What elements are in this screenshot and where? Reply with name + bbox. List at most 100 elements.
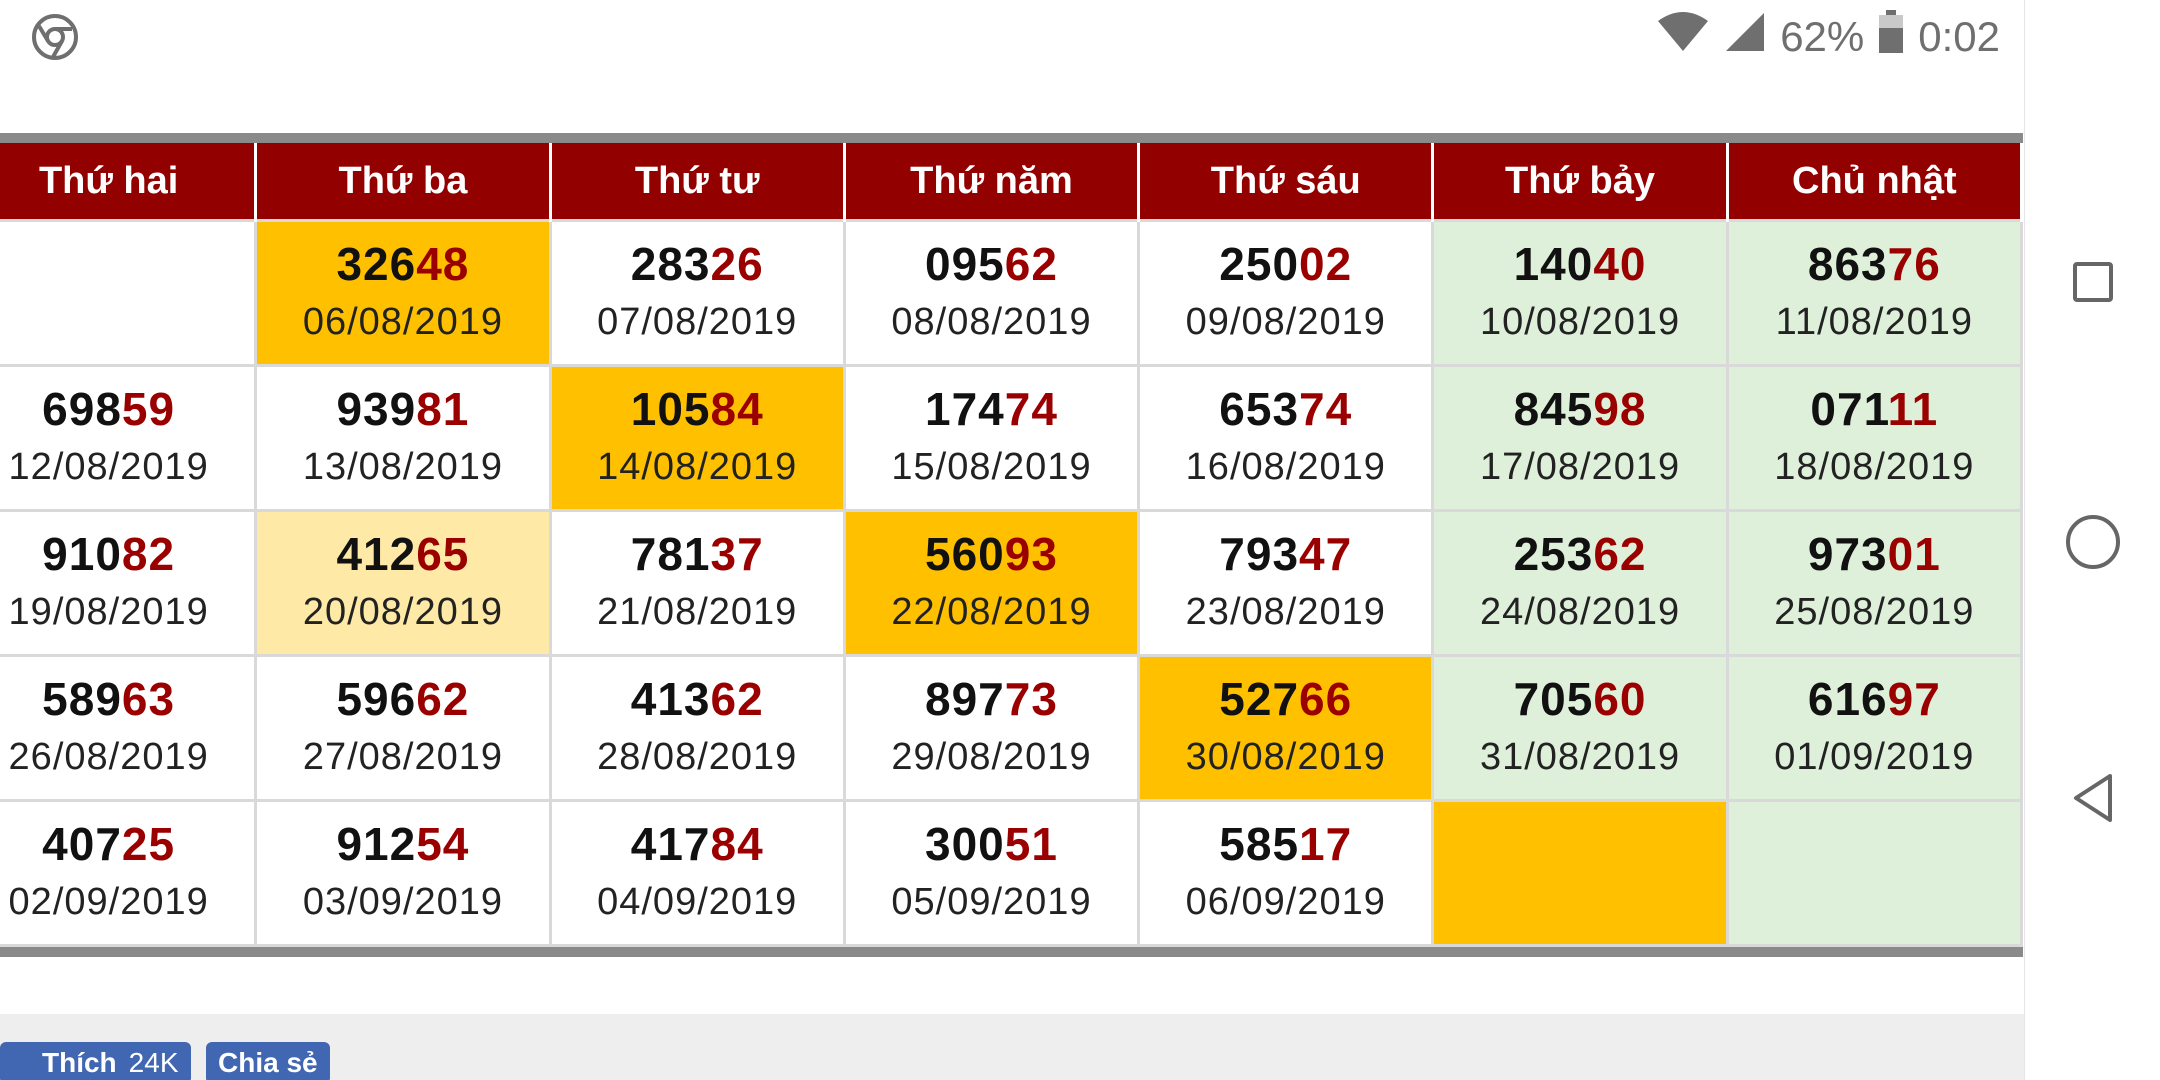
calendar-day-cell[interactable]: 17474 15/08/2019 [842,364,1141,512]
result-date: 13/08/2019 [302,446,504,488]
result-date: 10/08/2019 [1479,301,1681,343]
result-number: 91254 [257,815,548,873]
calendar-day-cell[interactable] [1431,799,1729,947]
result-date: 23/08/2019 [1185,591,1386,633]
result-number-head: 589 [42,673,122,725]
result-number-tail: 60 [1593,673,1647,725]
calendar-day-cell[interactable]: 84598 17/08/2019 [1431,364,1729,512]
result-number: 25002 [1140,235,1431,293]
calendar-day-cell[interactable]: 25002 09/08/2019 [1137,219,1435,367]
calendar-day-cell[interactable]: 41362 28/08/2019 [548,654,846,802]
result-number-tail: 84 [710,383,764,435]
result-number: 28326 [552,235,843,293]
calendar-day-cell[interactable]: 70560 31/08/2019 [1431,654,1729,802]
result-number-head: 250 [1219,238,1300,290]
result-number-tail: 62 [1004,238,1058,290]
result-number: 70560 [1434,670,1725,728]
result-number-tail: 59 [121,383,176,435]
result-number: 14040 [1434,235,1725,293]
calendar-day-cell[interactable]: 07111 18/08/2019 [1725,364,2024,512]
footer-band [0,1014,2024,1080]
calendar-body: 32648 06/08/2019 28326 07/08/2019 09562 08/08… [0,219,2024,947]
calendar-day-cell[interactable]: 58963 26/08/2019 [0,654,258,802]
calendar-day-cell[interactable]: 65374 16/08/2019 [1137,364,1435,512]
share-button[interactable]: Chia sẻ [206,1042,330,1080]
result-number-tail: 02 [1299,238,1353,290]
signal-icon [1724,11,1766,63]
result-number-head: 793 [1219,528,1300,580]
result-number: 93981 [257,380,548,438]
back-button[interactable] [2025,738,2160,858]
calendar-day-cell[interactable]: 10584 14/08/2019 [548,364,846,512]
result-date: 19/08/2019 [8,591,209,633]
home-button[interactable] [2025,482,2160,602]
result-number-head: 407 [42,818,122,870]
calendar-day-cell[interactable]: 91254 03/09/2019 [254,799,552,947]
result-date: 15/08/2019 [891,446,1092,488]
result-number-tail: 74 [1004,383,1058,435]
result-number-head: 705 [1513,673,1594,725]
calendar-day-cell[interactable] [0,219,258,367]
result-number-head: 560 [925,528,1005,580]
result-number: 65374 [1140,380,1431,438]
calendar-day-cell[interactable]: 40725 02/09/2019 [0,799,258,947]
result-number-head: 912 [336,818,417,870]
results-calendar: Thứ hai Thứ ba Thứ tư Thứ năm Thứ sáu Th… [0,133,2024,957]
wifi-icon [1656,11,1710,63]
result-number-tail: 76 [1887,238,1941,290]
calendar-day-cell[interactable]: 69859 12/08/2019 [0,364,258,512]
share-label: Chia sẻ [218,1047,318,1078]
result-date: 21/08/2019 [597,591,798,633]
calendar-day-cell[interactable]: 97301 25/08/2019 [1725,509,2024,657]
result-number-tail: 47 [1299,528,1353,580]
calendar-day-cell[interactable]: 41784 04/09/2019 [548,799,846,947]
result-number-head: 105 [630,383,711,435]
calendar-day-cell[interactable]: 41265 20/08/2019 [254,509,552,657]
battery-percent: 62% [1780,13,1865,60]
calendar-week-row: 40725 02/09/2019 91254 03/09/2019 41784 04/09… [0,799,2024,947]
like-count: 24K [128,1047,179,1078]
header-monday: Thứ hai [0,143,258,221]
clock-time: 0:02 [1918,13,2000,60]
calendar-day-cell[interactable]: 78137 21/08/2019 [548,509,846,657]
result-number-head: 698 [42,383,122,435]
result-number: 97301 [1729,525,2020,583]
calendar-day-cell[interactable]: 28326 07/08/2019 [548,219,846,367]
calendar-day-cell[interactable]: 32648 06/08/2019 [254,219,552,367]
calendar-day-cell[interactable]: 09562 08/08/2019 [842,219,1141,367]
android-nav-bar [2024,0,2160,1080]
calendar-day-cell[interactable]: 14040 10/08/2019 [1431,219,1729,367]
result-date: 24/08/2019 [1479,591,1681,633]
calendar-day-cell[interactable]: 30051 05/09/2019 [842,799,1141,947]
calendar-day-cell[interactable]: 91082 19/08/2019 [0,509,258,657]
calendar-day-cell[interactable]: 89773 29/08/2019 [842,654,1141,802]
result-number: 07111 [1729,380,2020,438]
calendar-day-cell[interactable]: 93981 13/08/2019 [254,364,552,512]
calendar-day-cell[interactable] [1725,799,2024,947]
calendar-day-cell[interactable]: 61697 01/09/2019 [1725,654,2024,802]
like-button[interactable]: Thích 24K [0,1042,191,1080]
result-number-head: 910 [42,528,122,580]
calendar-day-cell[interactable]: 52766 30/08/2019 [1137,654,1435,802]
calendar-day-cell[interactable]: 86376 11/08/2019 [1725,219,2024,367]
calendar-day-cell[interactable]: 25362 24/08/2019 [1431,509,1729,657]
status-bar: 62% 0:02 [0,0,2024,80]
result-date: 12/08/2019 [8,446,209,488]
calendar-day-cell[interactable]: 59662 27/08/2019 [254,654,552,802]
result-number-tail: 62 [710,673,764,725]
calendar-day-cell[interactable]: 56093 22/08/2019 [842,509,1141,657]
result-date: 06/09/2019 [1185,881,1386,923]
calendar-day-cell[interactable]: 79347 23/08/2019 [1137,509,1435,657]
header-tuesday: Thứ ba [254,143,552,221]
result-number: 40725 [0,815,254,873]
calendar-day-cell[interactable]: 58517 06/09/2019 [1137,799,1435,947]
result-date: 02/09/2019 [8,881,209,923]
recents-button[interactable] [2025,222,2160,342]
result-number-head: 071 [1810,383,1888,435]
calendar-week-row: 91082 19/08/2019 41265 20/08/2019 78137 21/08… [0,509,2024,657]
header-thursday: Thứ năm [842,143,1141,221]
result-number: 41265 [257,525,548,583]
result-date: 18/08/2019 [1774,446,1975,488]
result-number-head: 140 [1513,238,1594,290]
result-date: 26/08/2019 [8,736,209,778]
